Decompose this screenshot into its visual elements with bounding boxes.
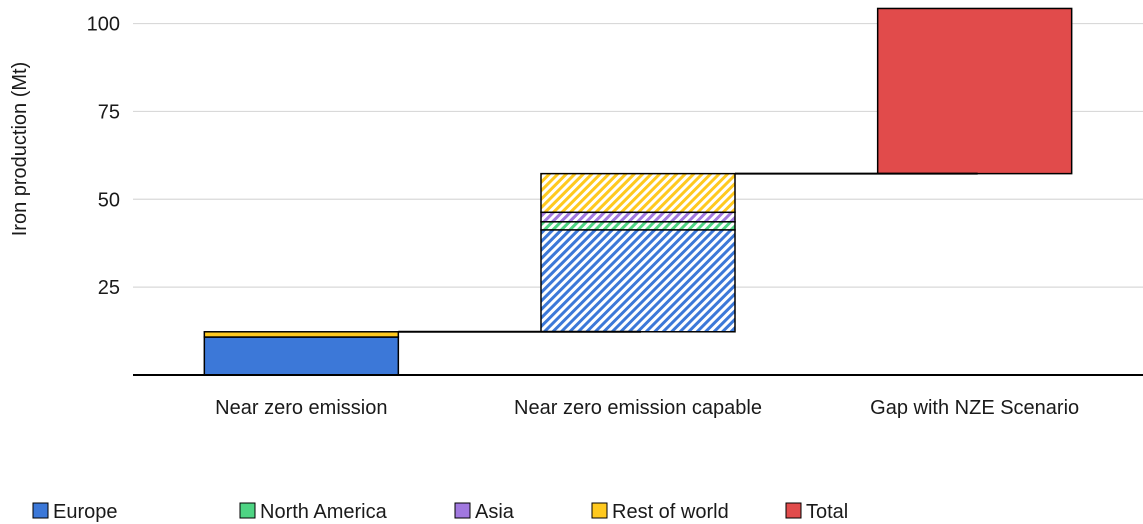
bars: [203, 7, 1073, 376]
legend-label-total: Total: [806, 501, 848, 523]
legend-label-europe: Europe: [53, 501, 118, 523]
bar-segment-near-zero-emission-capable-europe: [540, 229, 736, 333]
category-labels: Near zero emission Near zero emission cap…: [215, 397, 1079, 419]
legend-swatch-europe: [32, 502, 49, 519]
y-tick-labels: 25 50 75 100: [87, 14, 120, 300]
category-label: Gap with NZE Scenario: [870, 397, 1079, 419]
legend-swatch-total: [785, 502, 802, 519]
legend-label-north-america: North America: [260, 501, 388, 523]
y-axis-title: Iron production (Mt): [9, 62, 31, 237]
bar-segment-near-zero-emission-capable-north-america: [540, 221, 736, 231]
y-tick-label: 50: [98, 189, 120, 211]
category-label: Near zero emission: [215, 397, 387, 419]
legend-label-rest-of-world: Rest of world: [612, 501, 729, 523]
bar-segment-near-zero-emission-europe: [203, 336, 400, 376]
legend: Europe North America Asia Rest of world Tota…: [32, 501, 848, 523]
legend-swatch-asia: [454, 502, 471, 519]
legend-swatch-rest-of-world: [591, 502, 608, 519]
bar-segment-near-zero-emission-capable-asia: [540, 211, 736, 223]
bar-segment-near-zero-emission-capable-rest-of-world: [540, 172, 736, 214]
connectors: [398, 172, 978, 333]
y-tick-label: 75: [98, 101, 120, 123]
bar-segment-gap-with-nze-scenario-total: [876, 7, 1073, 175]
legend-label-asia: Asia: [475, 501, 515, 523]
legend-swatch-north-america: [239, 502, 256, 519]
category-label: Near zero emission capable: [514, 397, 762, 419]
y-tick-label: 100: [87, 14, 120, 36]
y-tick-label: 25: [98, 277, 120, 299]
bar-segment-near-zero-emission-rest-of-world: [203, 331, 400, 338]
